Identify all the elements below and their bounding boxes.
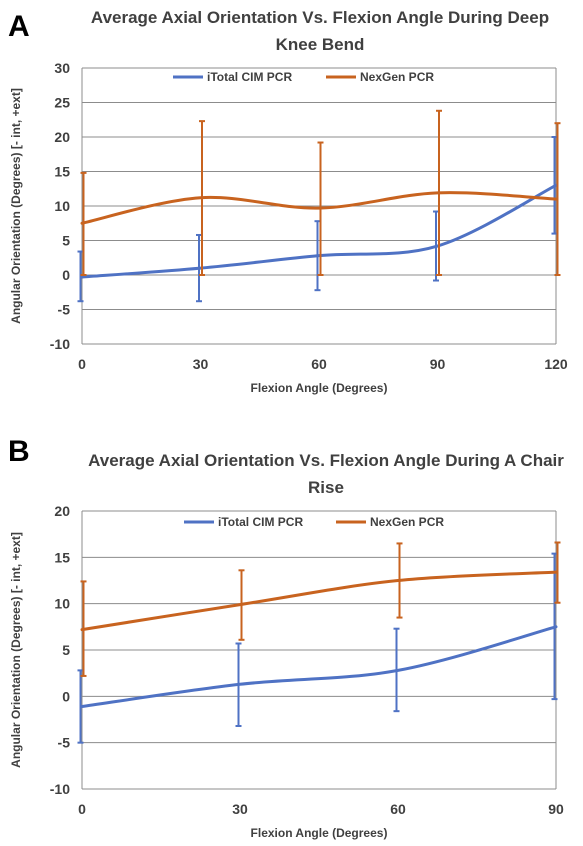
legend-label: iTotal CIM PCR: [218, 515, 303, 529]
chart-b: -10 -5 0 5 10 15 20 0 30 60 90 Flexion Angle (Degre…: [9, 503, 564, 840]
y-tick-label: 0: [62, 688, 70, 704]
panel-label-a: A: [8, 10, 30, 43]
x-tick-label: 60: [390, 801, 406, 817]
chart-panel-a: A Average Axial Orientation Vs. Flexion …: [0, 0, 583, 415]
y-tick-label: 15: [54, 164, 70, 180]
series-line-nexgen: [80, 191, 558, 225]
x-axis-title: Flexion Angle (Degrees): [251, 381, 388, 395]
y-tick-label: 10: [54, 198, 70, 214]
x-tick-label: 0: [78, 801, 86, 817]
y-axis-title: Angular Orientation (Degrees) [- int, +e…: [9, 88, 23, 324]
x-tick-label: 0: [78, 356, 86, 372]
x-tick-label: 60: [311, 356, 327, 372]
x-axis-title: Flexion Angle (Degrees): [251, 826, 388, 840]
series-line-nexgen: [80, 570, 558, 632]
x-tick-label: 30: [193, 356, 209, 372]
x-tick-label: 90: [430, 356, 446, 372]
x-tick-label: 30: [232, 801, 248, 817]
y-tick-label: -5: [58, 302, 71, 318]
y-axis-title: Angular Orientation (Degrees) [- int, +e…: [9, 532, 23, 768]
y-tick-label: 25: [54, 95, 70, 111]
y-tick-label: 5: [62, 233, 70, 249]
y-tick-label: -10: [50, 781, 70, 797]
y-tick-label: 15: [54, 549, 70, 565]
y-tick-label: 0: [62, 267, 70, 283]
legend-label: NexGen PCR: [360, 70, 434, 84]
y-tick-label: 10: [54, 596, 70, 612]
chart-panel-b: B Average Axial Orientation Vs. Flexion …: [0, 425, 583, 846]
panel-label-b: B: [8, 435, 30, 468]
x-tick-label: 120: [544, 356, 568, 372]
series-line-itotal: [80, 183, 558, 279]
x-tick-label: 90: [548, 801, 564, 817]
legend-label: NexGen PCR: [370, 515, 444, 529]
chart-title-a: Average Axial Orientation Vs. Flexion An…: [90, 8, 550, 54]
series-line-itotal: [80, 625, 558, 709]
y-tick-label: -10: [50, 336, 70, 352]
chart-a: -10 -5 0 5 10 15 20 25 30 0 30 60 90 120 Flexion Angle…: [9, 60, 568, 395]
y-tick-label: 5: [62, 642, 70, 658]
y-tick-label: 30: [54, 60, 70, 76]
legend-label: iTotal CIM PCR: [207, 70, 292, 84]
y-tick-label: -5: [58, 735, 71, 751]
y-tick-label: 20: [54, 503, 70, 519]
y-tick-label: 20: [54, 129, 70, 145]
chart-title-b: Average Axial Orientation Vs. Flexion An…: [88, 451, 564, 497]
